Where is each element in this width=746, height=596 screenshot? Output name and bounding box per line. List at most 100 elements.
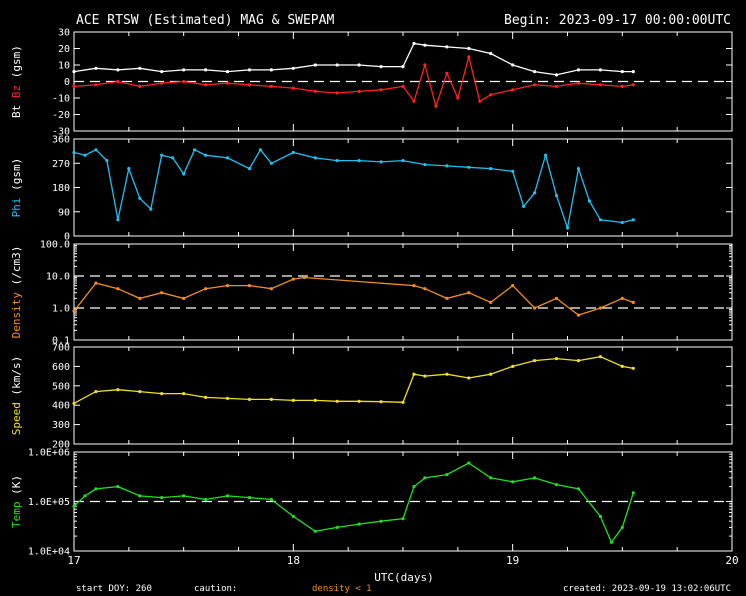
data-point xyxy=(412,99,416,103)
data-point xyxy=(445,372,449,376)
start-doy: start DOY: 260 xyxy=(76,584,152,594)
panel-speed: 700 600 500 400 300 200 Speed (km/s) xyxy=(10,343,733,451)
series-speed-0 xyxy=(72,355,635,405)
data-point xyxy=(83,494,87,498)
y-tick-label: 20 xyxy=(58,44,70,55)
data-point xyxy=(160,70,164,74)
data-point xyxy=(412,372,416,376)
data-point xyxy=(182,494,186,498)
data-point xyxy=(401,517,405,521)
data-point xyxy=(631,300,635,304)
data-point xyxy=(401,159,405,163)
data-point xyxy=(335,399,339,403)
data-point xyxy=(434,104,438,108)
data-point xyxy=(467,55,471,59)
data-point xyxy=(291,277,295,281)
data-point xyxy=(445,71,449,75)
data-point xyxy=(412,485,416,489)
caution-label: caution: xyxy=(194,584,237,594)
data-point xyxy=(631,83,635,87)
panel-frame xyxy=(73,243,733,341)
data-point xyxy=(533,359,537,363)
series-line xyxy=(73,276,634,316)
series-line xyxy=(73,356,634,404)
data-point xyxy=(412,41,416,46)
data-point xyxy=(357,399,361,403)
data-point xyxy=(335,63,339,67)
data-point xyxy=(467,165,471,169)
data-point xyxy=(401,84,405,88)
data-point xyxy=(182,68,186,72)
y-tick-label: 1.0E+06 xyxy=(28,448,70,459)
data-point xyxy=(269,84,273,88)
y-axis-label: Density (/cm3) xyxy=(10,246,23,339)
data-point xyxy=(105,159,109,163)
data-point xyxy=(247,83,252,87)
data-point xyxy=(182,296,186,300)
data-point xyxy=(576,313,581,317)
data-point xyxy=(116,68,120,72)
data-point xyxy=(138,494,142,498)
data-point xyxy=(171,156,175,160)
data-point xyxy=(620,296,624,300)
density-note: density < 1 xyxy=(312,584,372,594)
y-axis-label-part: (km/s) xyxy=(10,356,23,402)
panel-temp: 1.0E+06 1.0E+05 1.0E+04 Temp (K) xyxy=(10,448,733,558)
data-point xyxy=(522,204,526,208)
data-point xyxy=(489,476,493,480)
data-point xyxy=(247,397,252,401)
data-point xyxy=(72,70,76,74)
data-point xyxy=(247,496,252,500)
y-axis-label: Temp (K) xyxy=(10,475,23,528)
y-axis-label-part: (K) xyxy=(10,475,23,502)
data-point xyxy=(554,357,559,361)
panel-frame xyxy=(73,138,733,237)
data-point xyxy=(511,63,515,67)
series-line xyxy=(73,148,634,231)
data-point xyxy=(72,401,76,405)
data-point xyxy=(478,99,482,103)
data-point xyxy=(247,167,252,171)
data-point xyxy=(423,374,427,378)
data-point xyxy=(598,68,603,72)
y-axis-label: Bt Bz (gsm) xyxy=(10,45,23,118)
data-point xyxy=(554,194,559,198)
y-tick-label: 270 xyxy=(52,159,70,170)
y-tick-label: 200 xyxy=(52,440,70,451)
data-point xyxy=(335,525,339,530)
data-point xyxy=(204,68,208,72)
data-point xyxy=(204,497,208,502)
y-tick-label: 360 xyxy=(52,135,70,146)
data-point xyxy=(269,497,273,502)
data-point xyxy=(631,218,635,222)
y-tick-label: 1.0E+05 xyxy=(28,497,70,508)
data-point xyxy=(554,483,559,487)
data-point xyxy=(576,487,581,491)
data-point xyxy=(357,63,361,67)
data-point xyxy=(225,494,230,498)
data-point xyxy=(269,397,273,401)
data-point xyxy=(291,66,295,70)
data-point xyxy=(631,491,635,495)
y-axis-label-part: (gsm) xyxy=(10,158,23,198)
y-axis-label-part: Speed xyxy=(10,402,23,435)
data-point xyxy=(72,309,76,313)
data-point xyxy=(138,296,142,300)
data-point xyxy=(511,480,515,484)
y-axis-label: Speed (km/s) xyxy=(10,356,23,435)
data-point xyxy=(94,148,98,152)
data-point xyxy=(489,167,493,171)
data-point xyxy=(576,81,581,85)
y-tick-label: 500 xyxy=(52,381,70,392)
y-tick-label: 10 xyxy=(58,61,70,72)
y-tick-label: 600 xyxy=(52,362,70,373)
data-point xyxy=(138,66,142,70)
series-line xyxy=(73,462,634,544)
data-point xyxy=(467,461,471,465)
data-point xyxy=(554,296,559,300)
data-point xyxy=(72,150,76,155)
data-point xyxy=(445,164,449,168)
data-point xyxy=(456,96,460,100)
begin-time: Begin: 2023-09-17 00:00:00UTC xyxy=(504,13,731,28)
